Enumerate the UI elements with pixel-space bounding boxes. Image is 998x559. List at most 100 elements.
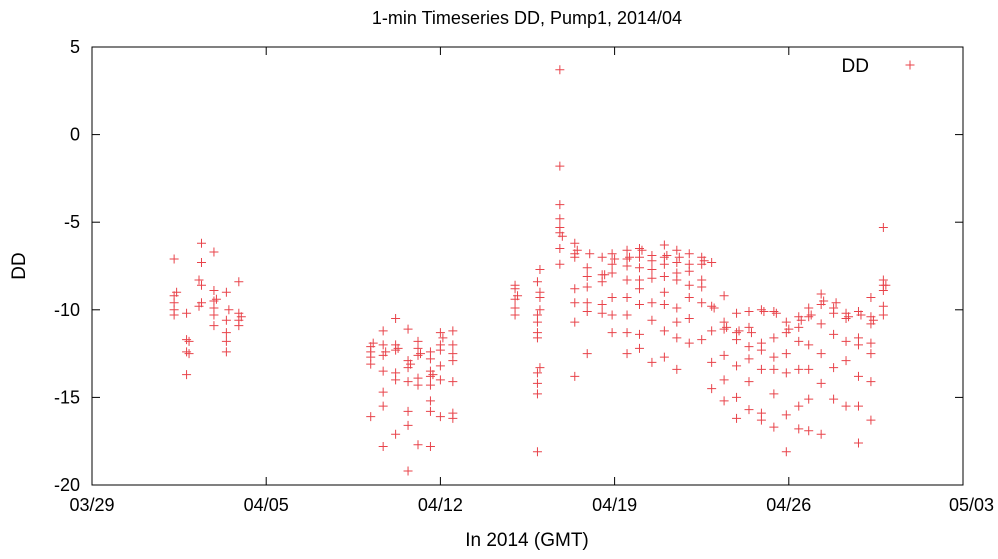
y-tick-label: -5: [64, 212, 80, 232]
x-axis: 03/29 04/05 04/12 04/19 04/26 05/03: [69, 47, 994, 515]
data-point: [868, 315, 878, 325]
data-point: [607, 268, 617, 278]
data-point: [448, 326, 458, 336]
data-point: [804, 303, 814, 313]
data-point: [196, 257, 206, 267]
data-point: [672, 317, 682, 327]
data-point: [697, 282, 707, 292]
data-point: [647, 273, 657, 283]
data-point: [532, 447, 542, 457]
data-point: [856, 310, 866, 320]
data-point: [555, 214, 565, 224]
data-point: [756, 345, 766, 355]
data-point: [435, 328, 445, 338]
x-tick-label: 04/19: [592, 495, 637, 515]
y-tick-label: -15: [54, 387, 80, 407]
data-point: [413, 350, 423, 360]
data-point: [672, 257, 682, 267]
data-point: [425, 441, 435, 451]
data-point: [719, 375, 729, 385]
x-axis-label: In 2014 (GMT): [465, 530, 589, 551]
data-point: [844, 312, 854, 322]
data-point: [647, 298, 657, 308]
y-tick-label: 0: [70, 125, 80, 145]
data-point: [425, 371, 435, 381]
data-point: [622, 261, 632, 271]
data-point: [769, 333, 779, 343]
data-point: [182, 347, 192, 357]
data-point: [413, 440, 423, 450]
data-point: [759, 307, 769, 317]
data-point: [707, 357, 717, 367]
data-point: [378, 350, 388, 360]
data-point: [732, 413, 742, 423]
data-point: [532, 378, 542, 388]
data-point: [732, 308, 742, 318]
data-point: [510, 310, 520, 320]
data-point: [435, 345, 445, 355]
data-point: [366, 359, 376, 369]
data-point: [794, 312, 804, 322]
data-point: [378, 326, 388, 336]
data-point: [719, 291, 729, 301]
data-point: [403, 324, 413, 334]
data-point: [771, 308, 781, 318]
data-point: [535, 265, 545, 275]
data-point: [672, 333, 682, 343]
data-point: [169, 310, 179, 320]
data-point: [221, 347, 231, 357]
data-point: [209, 321, 219, 331]
data-point: [816, 300, 826, 310]
data-point: [585, 249, 595, 259]
data-point: [853, 401, 863, 411]
data-point: [622, 293, 632, 303]
data-point: [672, 364, 682, 374]
data-point: [816, 319, 826, 329]
data-point: [194, 301, 204, 311]
data-point: [878, 310, 888, 320]
data-point: [570, 238, 580, 248]
data-point: [368, 338, 378, 348]
data-point: [607, 328, 617, 338]
data-point: [804, 364, 814, 374]
data-point: [438, 333, 448, 343]
data-point: [403, 466, 413, 476]
data-point: [781, 447, 791, 457]
data-point: [221, 336, 231, 346]
data-point: [804, 340, 814, 350]
data-point: [634, 243, 644, 253]
data-point: [829, 308, 839, 318]
data-point: [622, 275, 632, 285]
data-point: [841, 401, 851, 411]
plot-frame: [91, 46, 964, 486]
data-point: [196, 238, 206, 248]
data-point: [403, 377, 413, 387]
data-point: [647, 315, 657, 325]
data-point: [878, 301, 888, 311]
data-point: [425, 354, 435, 364]
data-point: [794, 424, 804, 434]
x-tick-label: 04/12: [418, 495, 463, 515]
data-point: [732, 361, 742, 371]
data-point: [535, 305, 545, 315]
data-point: [744, 307, 754, 317]
data-point: [816, 429, 826, 439]
data-point: [435, 375, 445, 385]
data-point: [582, 349, 592, 359]
data-point: [881, 280, 891, 290]
data-point: [221, 328, 231, 338]
data-point: [378, 366, 388, 376]
data-point: [532, 333, 542, 343]
data-point: [662, 250, 672, 260]
data-point: [622, 310, 632, 320]
data-point: [804, 312, 814, 322]
data-point: [224, 305, 234, 315]
data-point: [684, 266, 694, 276]
data-point: [853, 438, 863, 448]
data-point: [403, 420, 413, 430]
data-point: [674, 252, 684, 262]
data-point: [194, 275, 204, 285]
data-point: [570, 298, 580, 308]
x-tick-label: 04/26: [766, 495, 811, 515]
data-point: [722, 322, 732, 332]
